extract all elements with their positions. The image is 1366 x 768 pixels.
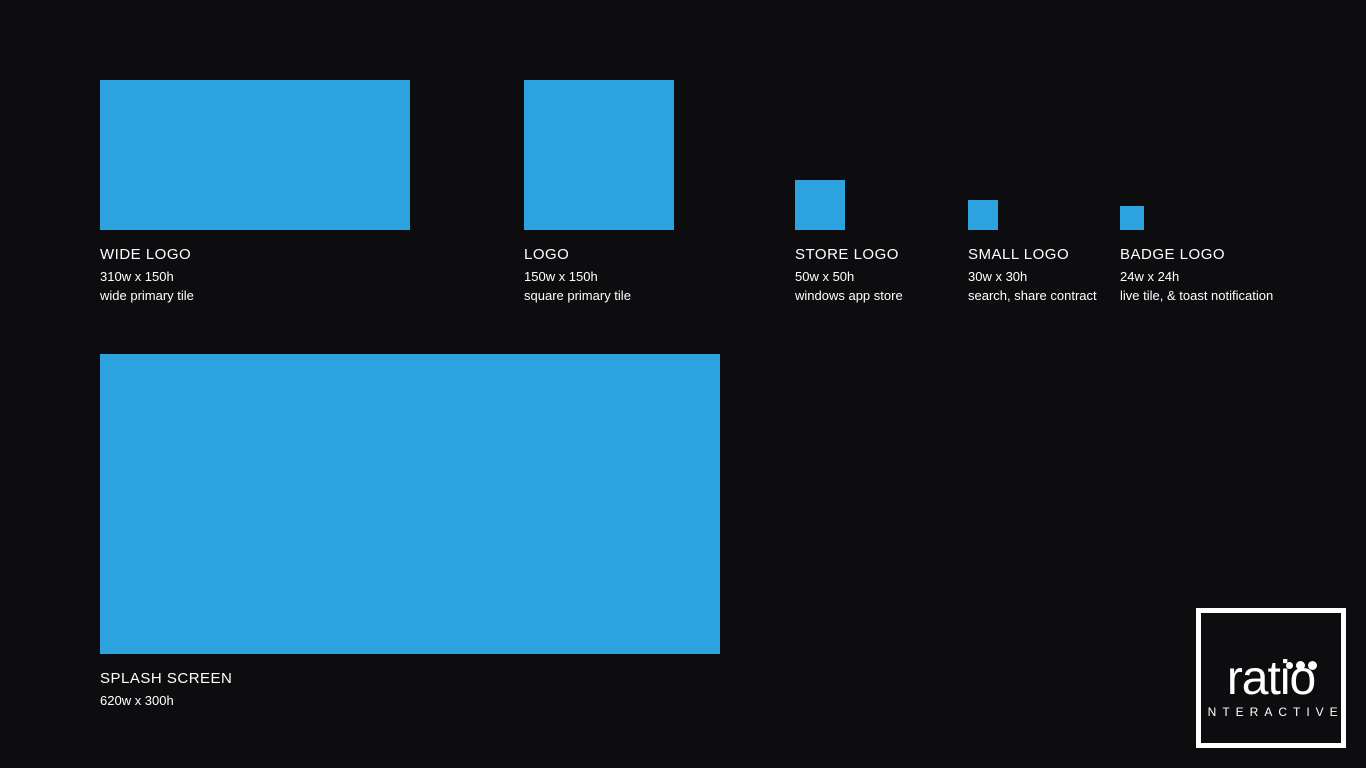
brand-dots-icon xyxy=(1286,661,1317,670)
title-store-logo: STORE LOGO xyxy=(795,246,903,263)
desc-logo: square primary tile xyxy=(524,288,674,303)
swatch-small-logo xyxy=(968,200,998,230)
desc-small-logo: search, share contract xyxy=(968,288,1097,303)
dims-logo: 150w x 150h xyxy=(524,269,674,284)
tile-store-logo: STORE LOGO 50w x 50h windows app store xyxy=(795,180,903,303)
title-small-logo: SMALL LOGO xyxy=(968,246,1097,263)
title-logo: LOGO xyxy=(524,246,674,263)
tile-wide-logo: WIDE LOGO 310w x 150h wide primary tile xyxy=(100,80,410,303)
swatch-splash-screen xyxy=(100,354,720,654)
tile-badge-logo: BADGE LOGO 24w x 24h live tile, & toast … xyxy=(1120,206,1273,303)
swatch-store-logo xyxy=(795,180,845,230)
tile-splash-screen: SPLASH SCREEN 620w x 300h xyxy=(100,354,720,708)
swatch-wide-logo xyxy=(100,80,410,230)
title-wide-logo: WIDE LOGO xyxy=(100,246,410,263)
desc-wide-logo: wide primary tile xyxy=(100,288,410,303)
dims-small-logo: 30w x 30h xyxy=(968,269,1097,284)
title-splash-screen: SPLASH SCREEN xyxy=(100,670,720,687)
brand-subtitle: INTERACTIVE xyxy=(1198,705,1343,719)
swatch-badge-logo xyxy=(1120,206,1144,230)
dims-store-logo: 50w x 50h xyxy=(795,269,903,284)
dims-wide-logo: 310w x 150h xyxy=(100,269,410,284)
title-badge-logo: BADGE LOGO xyxy=(1120,246,1273,263)
desc-store-logo: windows app store xyxy=(795,288,903,303)
dims-splash-screen: 620w x 300h xyxy=(100,693,720,708)
brand-name: ratio xyxy=(1227,655,1315,703)
swatch-logo xyxy=(524,80,674,230)
tile-logo: LOGO 150w x 150h square primary tile xyxy=(524,80,674,303)
brand-name-text: ratio xyxy=(1227,652,1315,705)
tile-small-logo: SMALL LOGO 30w x 30h search, share contr… xyxy=(968,200,1097,303)
desc-badge-logo: live tile, & toast notification xyxy=(1120,288,1273,303)
dims-badge-logo: 24w x 24h xyxy=(1120,269,1273,284)
brand-logo: ratio INTERACTIVE xyxy=(1196,608,1346,748)
